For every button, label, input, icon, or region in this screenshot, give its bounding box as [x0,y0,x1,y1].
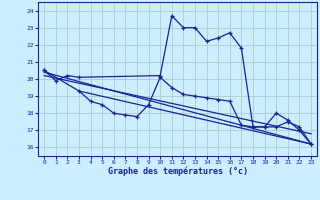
X-axis label: Graphe des températures (°c): Graphe des températures (°c) [108,167,248,176]
